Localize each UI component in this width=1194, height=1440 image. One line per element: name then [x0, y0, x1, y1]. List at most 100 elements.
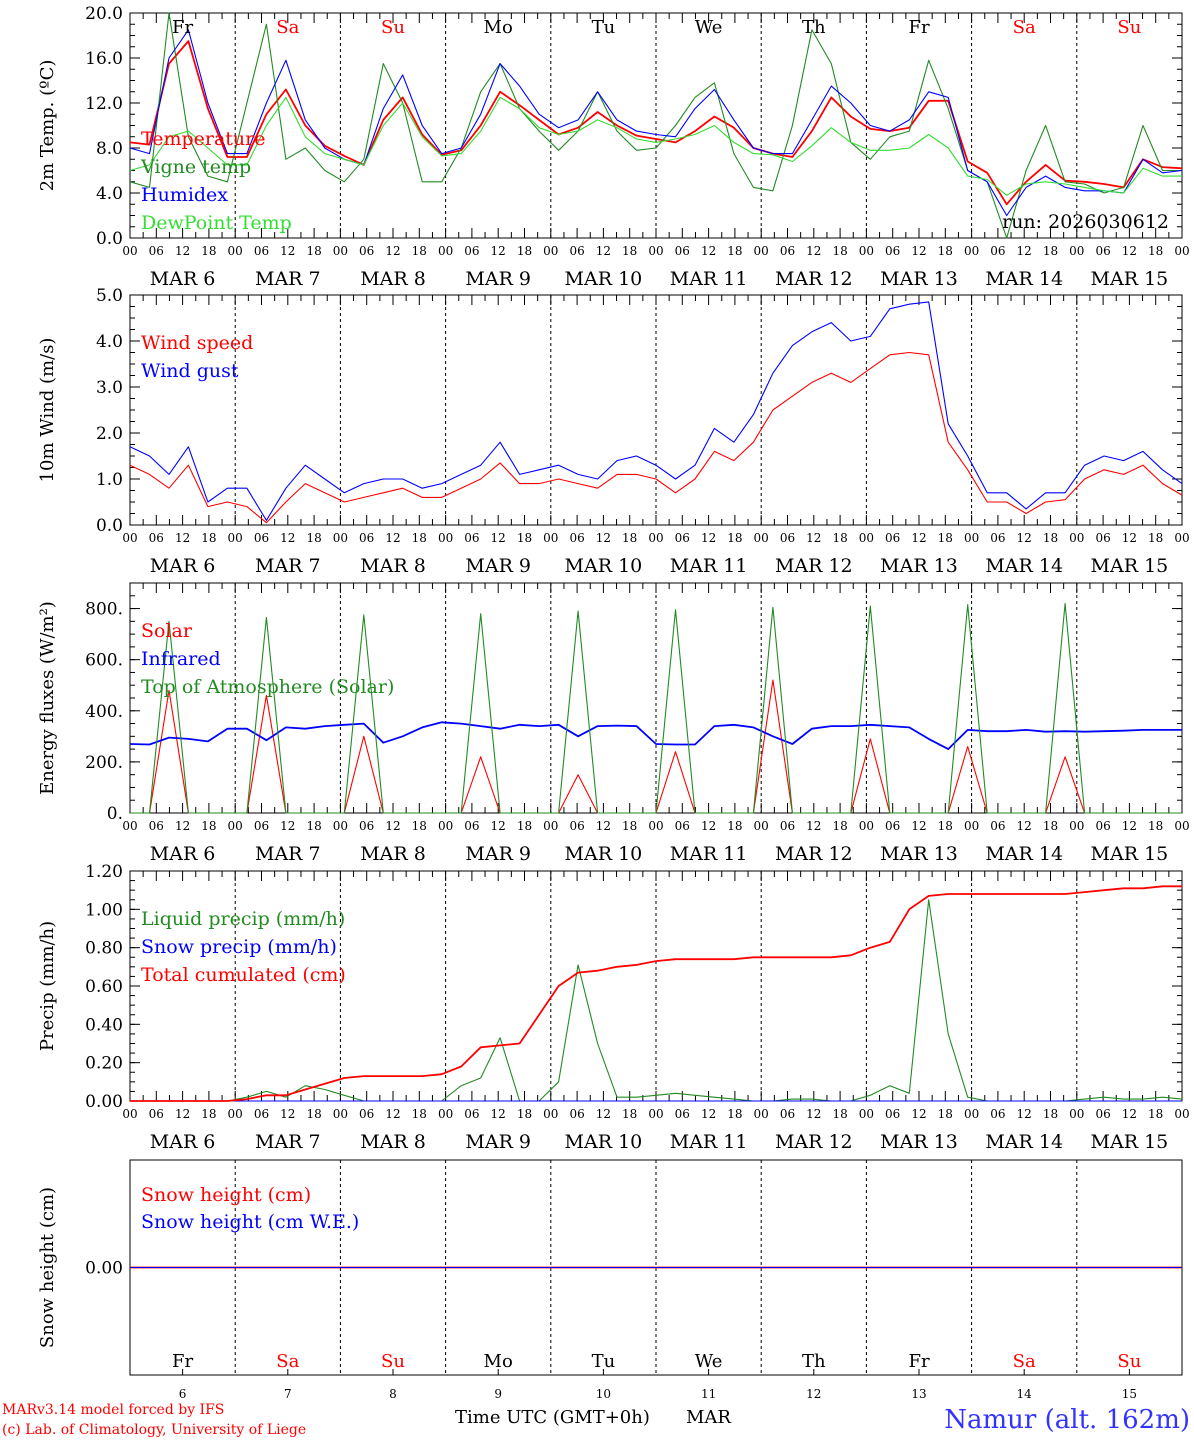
date-label: MAR 12: [775, 555, 853, 577]
weekday-label: Sa: [1013, 17, 1036, 38]
hour-tick-label: 00: [333, 1107, 348, 1121]
hour-tick-label: 06: [1095, 244, 1110, 258]
series-line-wind-speed: [129, 351, 1183, 524]
hour-tick-label: 12: [385, 531, 400, 545]
day-number-label: 6: [179, 1387, 187, 1401]
hour-tick-label: 18: [938, 244, 953, 258]
hour-tick-label: 00: [438, 244, 453, 258]
hour-tick-label: 12: [1122, 819, 1137, 833]
lab-credit: (c) Lab. of Climatology, University of L…: [2, 1422, 306, 1438]
weekday-label: Fr: [908, 17, 929, 38]
hour-tick-label: 00: [438, 531, 453, 545]
footer-layer: MARv3.14 model forced by IFS (c) Lab. of…: [2, 1402, 1190, 1438]
date-label: MAR 13: [880, 555, 958, 577]
day-number-label: 7: [284, 1387, 292, 1401]
hour-tick-label: 12: [1017, 1107, 1032, 1121]
hour-tick-label: 12: [701, 244, 716, 258]
weekday-label: Su: [381, 17, 405, 38]
hour-tick-label: 06: [359, 819, 374, 833]
y-axis-title: Precip (mm/h): [37, 921, 58, 1051]
hour-tick-label: 18: [832, 244, 847, 258]
hour-tick-label: 12: [385, 819, 400, 833]
hour-tick-label: 12: [911, 244, 926, 258]
hour-tick-label: 12: [491, 1107, 506, 1121]
legend-entry: Wind gust: [141, 360, 239, 382]
hour-tick-label: 18: [938, 819, 953, 833]
hour-tick-label: 00: [333, 819, 348, 833]
hour-tick-label: 06: [569, 1107, 584, 1121]
hour-tick-label: 12: [385, 244, 400, 258]
legend-entry: Liquid precip (mm/h): [141, 908, 345, 930]
hour-tick-label: 06: [149, 1107, 164, 1121]
hour-tick-label: 12: [175, 1107, 190, 1121]
legend-entry: Snow precip (mm/h): [141, 936, 337, 958]
hour-tick-label: 00: [859, 819, 874, 833]
legend-entry: Humidex: [141, 184, 228, 206]
weekday-label: Fr: [172, 1351, 193, 1372]
y-tick-label: 5.0: [96, 286, 123, 306]
hour-tick-label: 06: [149, 531, 164, 545]
weekday-label: Sa: [276, 17, 299, 38]
y-tick-label: 0.0: [96, 229, 123, 249]
hour-tick-label: 06: [780, 1107, 795, 1121]
date-label: MAR 11: [670, 555, 748, 577]
hour-tick-label: 00: [964, 1107, 979, 1121]
hour-tick-label: 06: [885, 1107, 900, 1121]
hour-tick-label: 18: [727, 244, 742, 258]
hour-tick-label: 06: [464, 819, 479, 833]
hour-tick-label: 18: [201, 819, 216, 833]
hour-tick-label: 06: [149, 819, 164, 833]
y-tick-label: 12.0: [85, 94, 123, 114]
hour-tick-label: 00: [754, 244, 769, 258]
hour-tick-label: 18: [1148, 1107, 1163, 1121]
date-label: MAR 8: [360, 555, 426, 577]
legend-entry: Wind speed: [141, 332, 253, 354]
y-tick-label: 400.: [85, 702, 123, 722]
weekday-label: Th: [802, 17, 826, 38]
hour-tick-label: 18: [306, 1107, 321, 1121]
date-label: MAR 15: [1091, 1131, 1169, 1153]
date-label: MAR 12: [775, 843, 853, 865]
hour-tick-label: 12: [806, 244, 821, 258]
hour-tick-label: 06: [464, 531, 479, 545]
hour-tick-label: 00: [543, 531, 558, 545]
date-label: MAR 14: [985, 268, 1063, 290]
hour-tick-label: 18: [1043, 819, 1058, 833]
hour-tick-label: 00: [122, 531, 137, 545]
hour-tick-label: 18: [201, 531, 216, 545]
hour-tick-label: 12: [596, 819, 611, 833]
hour-tick-label: 06: [359, 1107, 374, 1121]
panel-4: 00 06 12 18 00 06 12 18 00 06 12 18 00 06 12 18 00 06 12 18…: [37, 862, 1190, 1153]
hour-tick-label: 00: [1069, 531, 1084, 545]
date-label: MAR 6: [150, 1131, 216, 1153]
hour-tick-label: 00: [228, 244, 243, 258]
hour-tick-label: 06: [675, 244, 690, 258]
hour-tick-label: 06: [1095, 531, 1110, 545]
hour-tick-label: 12: [280, 1107, 295, 1121]
hour-tick-label: 18: [832, 531, 847, 545]
panel-3: 00 06 12 18 00 06 12 18 00 06 12 18 00 06 12 18 00 06 12 18…: [37, 582, 1190, 865]
panel-frame: [129, 12, 1183, 239]
hour-tick-label: 00: [543, 244, 558, 258]
date-label: MAR 10: [565, 1131, 643, 1153]
date-label: MAR 12: [775, 1131, 853, 1153]
hour-tick-label: 18: [517, 819, 532, 833]
hour-tick-label: 06: [675, 531, 690, 545]
hour-tick-label: 12: [701, 819, 716, 833]
hour-tick-label: 06: [254, 244, 269, 258]
weekday-label: Sa: [1013, 1351, 1036, 1372]
weekday-label: Th: [802, 1351, 826, 1372]
hour-tick-label: 18: [517, 1107, 532, 1121]
hour-tick-label: 00: [333, 531, 348, 545]
hour-tick-label: 12: [701, 531, 716, 545]
series-line-infrared: [129, 721, 1182, 750]
hour-tick-label: 00: [964, 819, 979, 833]
hour-tick-label: 06: [359, 244, 374, 258]
hour-tick-label: 12: [1122, 1107, 1137, 1121]
date-label: MAR 15: [1091, 555, 1169, 577]
y-tick-label: 4.0: [96, 184, 123, 204]
legend-entry: Temperature: [141, 128, 265, 150]
hour-tick-label: 06: [780, 531, 795, 545]
day-number-label: 14: [1017, 1387, 1033, 1401]
date-label: MAR 6: [150, 268, 216, 290]
